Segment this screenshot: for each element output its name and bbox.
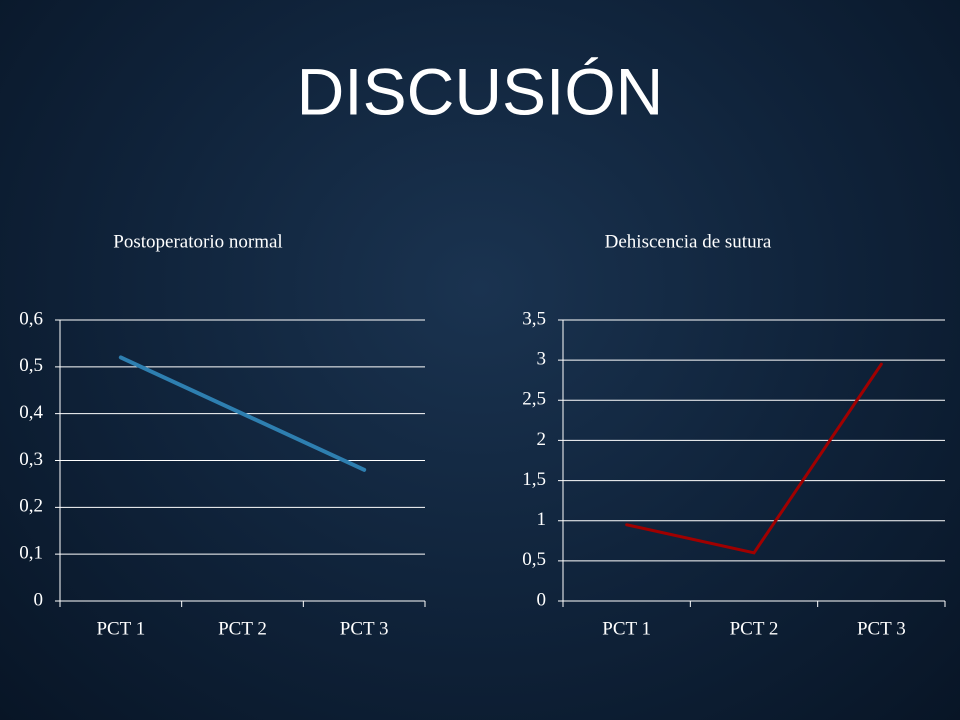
x-tick-label: PCT 3 xyxy=(857,618,906,639)
y-tick-label: 3,5 xyxy=(522,308,546,329)
y-tick-label: 0,4 xyxy=(19,402,43,423)
x-tick-label: PCT 1 xyxy=(96,618,145,639)
y-tick-label: 0,6 xyxy=(19,308,43,329)
data-line xyxy=(625,362,883,555)
y-tick-label: 2 xyxy=(537,429,547,450)
y-tick-label: 0,3 xyxy=(19,449,43,470)
chart-title: Dehiscencia de sutura xyxy=(605,231,772,252)
y-tick-label: 1,5 xyxy=(522,469,546,490)
y-tick-label: 0 xyxy=(537,589,547,610)
x-tick-label: PCT 2 xyxy=(218,618,267,639)
slide-title: DISCUSIÓN xyxy=(297,54,664,128)
chart-title: Postoperatorio normal xyxy=(113,231,282,252)
y-tick-label: 0,2 xyxy=(19,496,43,517)
y-tick-label: 2,5 xyxy=(522,389,546,410)
y-tick-label: 0 xyxy=(34,589,44,610)
y-tick-label: 3 xyxy=(537,349,547,370)
y-tick-label: 0,5 xyxy=(19,355,43,376)
x-tick-label: PCT 1 xyxy=(602,618,651,639)
y-tick-label: 0,5 xyxy=(522,549,546,570)
y-tick-label: 1 xyxy=(537,509,547,530)
data-line xyxy=(118,355,367,472)
x-tick-label: PCT 3 xyxy=(340,618,389,639)
y-tick-label: 0,1 xyxy=(19,543,43,564)
x-tick-label: PCT 2 xyxy=(730,618,779,639)
